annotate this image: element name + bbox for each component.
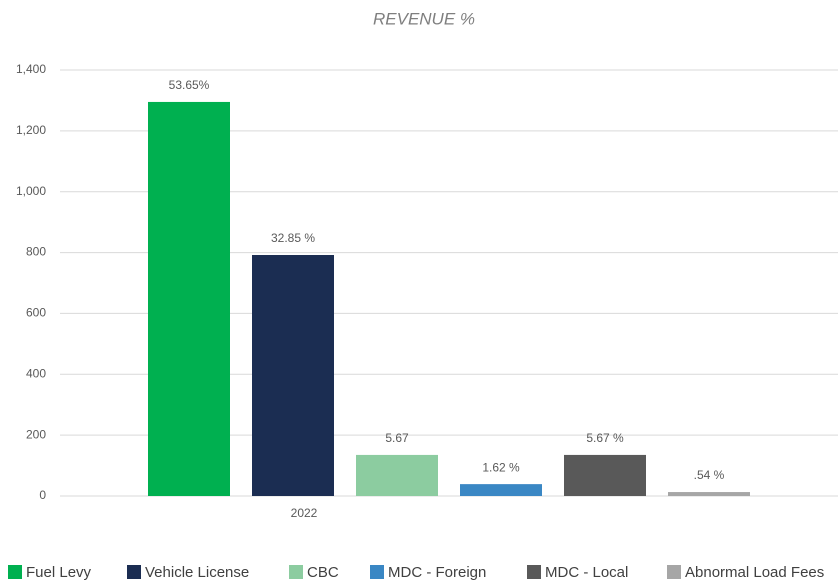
data-label: 5.67 [385, 431, 409, 445]
y-tick-label: 600 [26, 306, 46, 320]
bar [564, 454, 646, 496]
data-label: 5.67 % [586, 431, 624, 445]
legend-swatch [8, 565, 22, 579]
legend-label: MDC - Local [545, 564, 628, 581]
data-label: 1.62 % [482, 460, 520, 474]
x-tick-label: 2022 [291, 506, 318, 520]
legend-swatch [527, 565, 541, 579]
legend-swatch [667, 565, 681, 579]
bar [252, 255, 334, 496]
legend-swatch [370, 565, 384, 579]
legend-label: MDC - Foreign [388, 564, 486, 581]
y-tick-label: 200 [26, 427, 46, 441]
y-tick-label: 0 [39, 488, 46, 502]
y-tick-label: 1,400 [16, 62, 46, 76]
legend-swatch [127, 565, 141, 579]
legend-label: CBC [307, 564, 339, 581]
data-label: .54 % [694, 468, 725, 482]
legend-label: Fuel Levy [26, 564, 92, 581]
legend-label: Vehicle License [145, 564, 249, 581]
bar [148, 101, 230, 496]
bar [460, 484, 542, 496]
chart-title: REVENUE % [373, 9, 475, 28]
data-label: 32.85 % [271, 231, 315, 245]
y-tick-label: 1,000 [16, 184, 46, 198]
legend-swatch [289, 565, 303, 579]
legend-label: Abnormal Load Fees [685, 564, 824, 581]
y-tick-label: 800 [26, 245, 46, 259]
data-label: 53.65% [169, 78, 210, 92]
bar [668, 492, 750, 496]
y-tick-label: 1,200 [16, 123, 46, 137]
bar [356, 454, 438, 496]
y-tick-label: 400 [26, 366, 46, 380]
